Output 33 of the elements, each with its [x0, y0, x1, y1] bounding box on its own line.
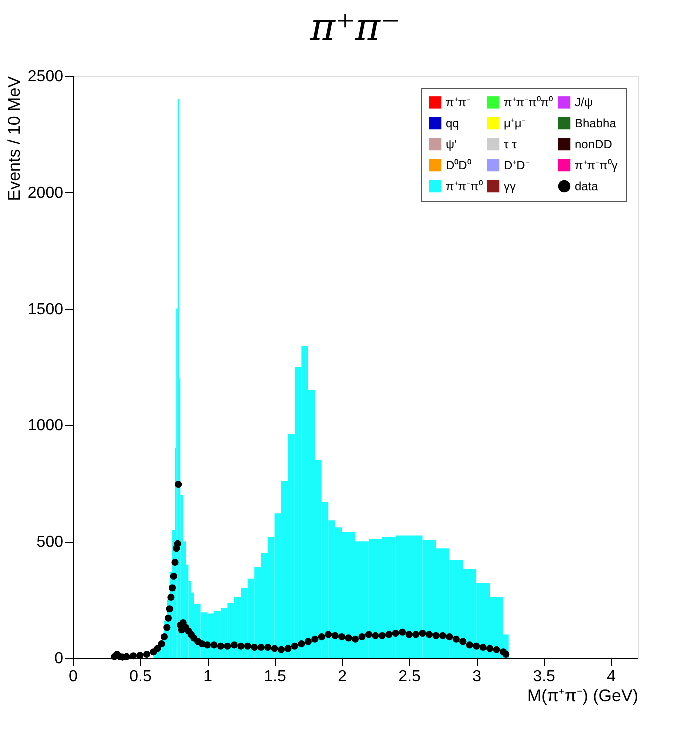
legend-label: τ τ [504, 138, 518, 152]
legend-label: J/ψ [575, 96, 593, 110]
legend-label: nonDD [575, 138, 613, 152]
y-tick-label: 500 [36, 534, 64, 552]
y-tick-label: 2500 [28, 68, 64, 86]
x-tick-label: 4 [607, 668, 616, 686]
x-tick-label: 1.5 [264, 668, 287, 686]
legend-label: ψ' [446, 138, 457, 152]
legend-label: data [575, 180, 599, 194]
y-tick-label: 0 [54, 650, 64, 668]
legend-label: Bhabha [575, 116, 617, 130]
x-tick-label: 3.5 [533, 668, 556, 686]
x-tick-label: 2 [338, 668, 348, 686]
chart-title: π⁺π⁻ [309, 5, 401, 49]
x-tick-label: 0 [69, 668, 78, 686]
x-tick-label: 1 [204, 668, 213, 686]
x-tick-label: 3 [472, 668, 482, 686]
x-tick-label: 2.5 [398, 668, 422, 686]
x-axis-title: M(π⁺π⁻) (GeV) [527, 686, 638, 706]
legend-label: π⁺π⁻ [446, 96, 471, 110]
legend-label: qq [446, 116, 460, 130]
x-tick-label: 0.5 [130, 668, 152, 686]
y-axis-title: Events / 10 MeV [4, 76, 24, 202]
legend-label: π⁺π⁻π⁰ [446, 180, 483, 194]
y-tick-label: 1000 [28, 418, 64, 435]
legend-label: D⁰D⁰ [446, 158, 472, 172]
y-tick-label: 2000 [28, 184, 64, 202]
legend-label: π⁺π⁻π⁰π⁰ [504, 96, 554, 110]
legend-label: μ⁺μ⁻ [504, 116, 526, 130]
legend-label: D⁺D⁻ [504, 158, 530, 172]
legend-label: π⁺π⁻π⁰γ [575, 158, 618, 172]
y-tick-label: 1500 [28, 301, 64, 318]
legend-label: γγ [504, 180, 516, 194]
